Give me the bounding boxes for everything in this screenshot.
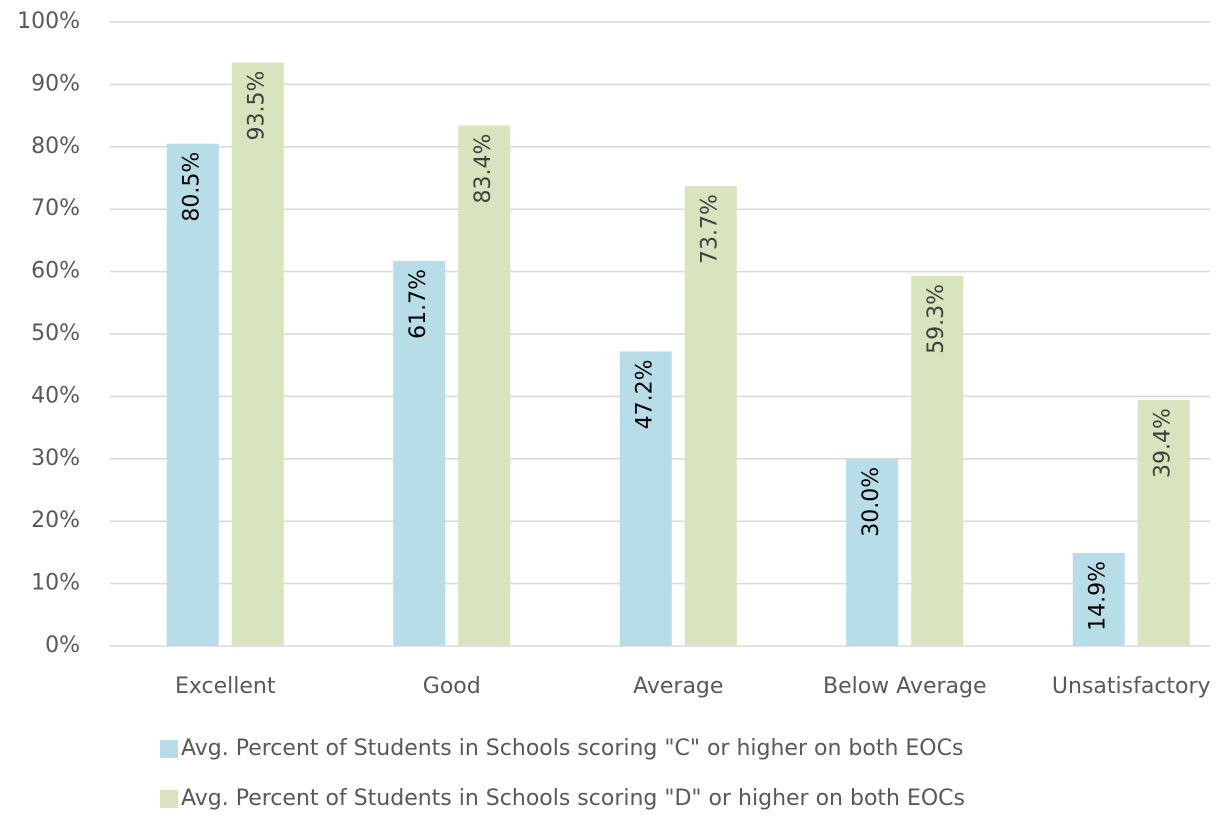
x-tick-label: Average — [633, 674, 723, 699]
y-tick-label: 30% — [31, 446, 80, 471]
data-label: 39.4% — [1151, 408, 1176, 478]
bar — [911, 275, 964, 646]
x-tick-label: Excellent — [175, 674, 276, 699]
bar — [846, 458, 899, 646]
bar — [619, 351, 672, 646]
data-label: 30.0% — [859, 467, 884, 537]
bar — [1072, 553, 1125, 646]
data-label: 61.7% — [406, 269, 431, 339]
bar — [1137, 400, 1190, 646]
data-label: 73.7% — [698, 194, 723, 264]
x-tick-label: Good — [423, 674, 481, 699]
bar — [684, 186, 737, 646]
bar — [458, 125, 511, 647]
y-tick-label: 60% — [31, 259, 80, 284]
y-tick-label: 20% — [31, 508, 80, 533]
bar — [166, 143, 219, 646]
data-label: 14.9% — [1086, 561, 1111, 631]
legend-swatch — [160, 790, 178, 808]
legend-swatch — [160, 740, 178, 758]
data-label: 93.5% — [245, 71, 270, 141]
y-tick-label: 70% — [31, 196, 80, 221]
y-tick-label: 50% — [31, 321, 80, 346]
legend-label: Avg. Percent of Students in Schools scor… — [181, 736, 963, 761]
bar — [393, 260, 446, 646]
legend-label: Avg. Percent of Students in Schools scor… — [181, 786, 965, 811]
y-tick-label: 80% — [31, 134, 80, 159]
y-tick-label: 90% — [31, 71, 80, 96]
x-tick-label: Below Average — [823, 674, 987, 699]
x-tick-label: Unsatisfactory — [1052, 674, 1211, 699]
data-label: 80.5% — [180, 152, 205, 222]
y-tick-label: 40% — [31, 383, 80, 408]
y-tick-label: 100% — [17, 9, 80, 34]
bar — [231, 62, 284, 647]
data-label: 59.3% — [924, 284, 949, 354]
data-label: 83.4% — [471, 134, 496, 204]
data-label: 47.2% — [633, 359, 658, 429]
y-tick-label: 10% — [31, 571, 80, 596]
y-tick-label: 0% — [45, 633, 80, 658]
